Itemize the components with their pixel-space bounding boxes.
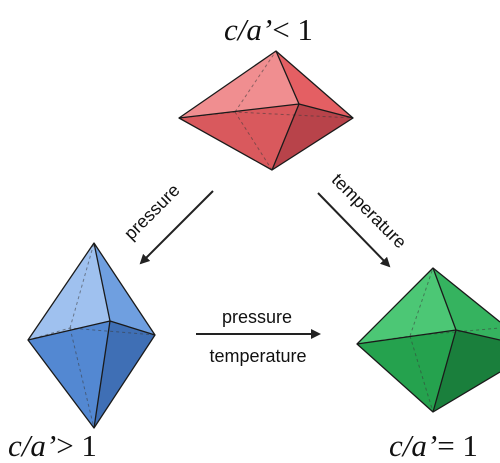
red-face-lower-left [179,104,299,170]
relation-top: < 1 [272,12,313,47]
green-face-upper-right [433,268,500,340]
green-octahedron [356,267,500,413]
ratio-top: c/a’ [224,12,272,47]
condition-label-top: c/a’< 1 [224,12,313,47]
blue-face-lower-right [94,321,155,428]
label-pressure-horizontal: pressure [222,307,292,327]
label-pressure-diagonal: pressure [120,180,184,244]
label-temperature-horizontal: temperature [209,346,306,366]
green-face-upper-left [357,268,456,344]
arrow-temperature-top-right: temperature [317,169,411,268]
green-face-lower-right [433,330,500,412]
arrow-horizontal: pressure temperature [196,307,321,366]
red-face-upper-left [179,51,299,118]
condition-label-right: c/a’= 1 [389,428,478,463]
blue-face-upper-left [28,243,110,340]
green-face-lower-left [357,330,456,412]
blue-octahedron [27,242,156,429]
red-octahedron [178,50,354,171]
arrow-pressure-top-left: pressure [120,180,214,265]
ratio-left: c/a’ [8,428,56,463]
relation-left: > 1 [56,428,97,463]
label-temperature-diagonal: temperature [328,169,411,252]
condition-label-left: c/a’> 1 [8,428,97,463]
ratio-right: c/a’ [389,428,437,463]
relation-right: = 1 [437,428,478,463]
blue-face-lower-left [28,321,110,428]
